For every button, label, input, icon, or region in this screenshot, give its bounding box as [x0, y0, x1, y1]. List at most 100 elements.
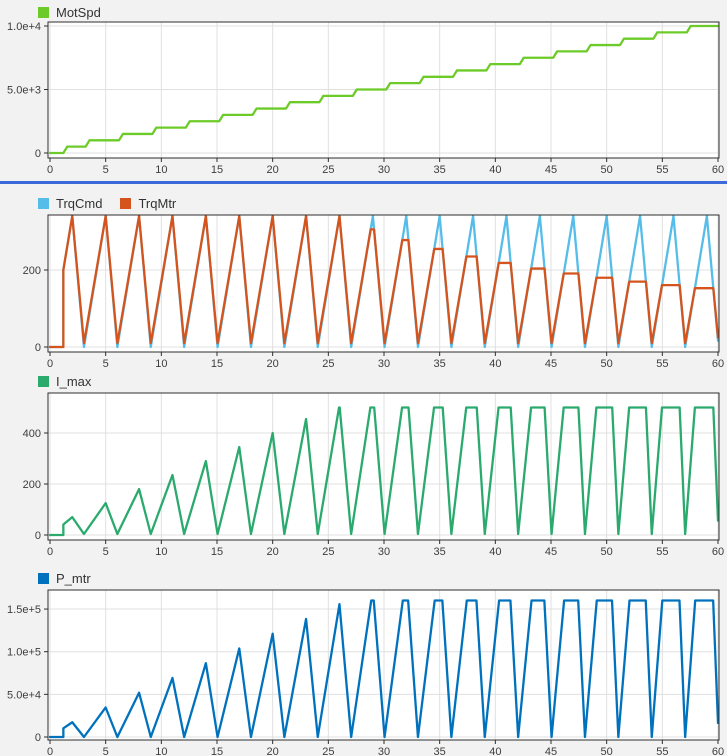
x-tick-label: 5: [103, 358, 109, 368]
x-tick-label: 50: [601, 546, 613, 558]
y-tick-label: 0: [35, 148, 41, 160]
grid: [48, 393, 719, 540]
x-tick-label: 60: [712, 546, 724, 558]
tick-labels: 0 5 10 15 20 25 30 35 40 45 50 55 60 0 5.0e+4 1.0e+5 1.5…: [7, 604, 724, 756]
x-tick-label: 45: [545, 358, 557, 368]
x-tick-label: 30: [378, 746, 390, 756]
x-tick-label: 15: [211, 546, 223, 558]
trqmtr-line: [48, 214, 720, 349]
imax-legend: I_max: [38, 374, 91, 389]
legend-item-imax: I_max: [38, 374, 91, 389]
x-tick-label: 5: [103, 746, 109, 756]
imax-subplot: I_max 0 5 10 15 20 25 30 35 40 45 50 55 60 0 200 400: [0, 368, 727, 560]
x-tick-label: 25: [322, 546, 334, 558]
pmtr-legend-label: P_mtr: [56, 571, 91, 586]
motspd-legend-label: MotSpd: [56, 5, 101, 20]
y-tick-label: 0: [35, 530, 41, 542]
x-tick-label: 5: [103, 164, 109, 176]
trqmtr-color-swatch: [120, 198, 132, 209]
tick-labels: 0 5 10 15 20 25 30 35 40 45 50 55 60 0 5.0e+3 1.0e+4: [7, 21, 724, 176]
x-tick-label: 60: [712, 746, 724, 756]
motspd-legend: MotSpd: [38, 5, 101, 20]
y-tick-label: 0: [35, 342, 41, 354]
x-tick-label: 20: [267, 358, 279, 368]
x-tick-label: 35: [434, 546, 446, 558]
y-tick-label: 5.0e+3: [7, 85, 41, 97]
x-tick-label: 15: [211, 164, 223, 176]
x-tick-label: 55: [656, 546, 668, 558]
x-tick-label: 40: [489, 746, 501, 756]
x-tick-label: 35: [434, 164, 446, 176]
x-tick-label: 50: [601, 164, 613, 176]
x-tick-label: 45: [545, 746, 557, 756]
imax-plot-area[interactable]: 0 5 10 15 20 25 30 35 40 45 50 55 60 0 200 400: [0, 368, 727, 560]
x-tick-label: 40: [489, 546, 501, 558]
x-tick-label: 0: [47, 358, 53, 368]
x-tick-label: 5: [103, 546, 109, 558]
pmtr-subplot: P_mtr 0 5 10 15 20 25 30 35 40 45 50 55 60 0 5.0e+4 1.0…: [0, 560, 727, 756]
x-tick-label: 20: [267, 746, 279, 756]
legend-item-motspd: MotSpd: [38, 5, 101, 20]
y-tick-label: 1.0e+5: [7, 647, 41, 659]
trqcmd-legend-label: TrqCmd: [56, 196, 103, 211]
y-tick-label: 0: [35, 732, 41, 744]
y-tick-label: 200: [23, 265, 41, 277]
x-tick-label: 10: [155, 546, 167, 558]
x-tick-label: 0: [47, 164, 53, 176]
x-tick-label: 55: [656, 358, 668, 368]
x-tick-label: 10: [155, 746, 167, 756]
tick-marks: [44, 608, 719, 744]
torque-legend: TrqCmd TrqMtr: [38, 196, 176, 211]
x-tick-label: 55: [656, 164, 668, 176]
x-tick-label: 0: [47, 746, 53, 756]
x-tick-label: 20: [267, 164, 279, 176]
tick-marks: [44, 25, 719, 162]
motspd-color-swatch: [38, 7, 49, 18]
x-tick-label: 55: [656, 746, 668, 756]
x-tick-label: 10: [155, 164, 167, 176]
pmtr-plot-area[interactable]: 0 5 10 15 20 25 30 35 40 45 50 55 60 0 5.0e+4 1.0e+5 1.5…: [0, 560, 727, 756]
x-tick-label: 30: [378, 546, 390, 558]
legend-item-pmtr: P_mtr: [38, 571, 91, 586]
x-tick-label: 60: [712, 358, 724, 368]
y-tick-label: 400: [23, 428, 41, 440]
i_max-line: [48, 406, 720, 537]
tick-marks: [44, 432, 719, 544]
pmtr-color-swatch: [38, 573, 49, 584]
x-tick-label: 0: [47, 546, 53, 558]
x-tick-label: 35: [434, 358, 446, 368]
x-tick-label: 45: [545, 164, 557, 176]
y-tick-label: 1.0e+4: [7, 21, 41, 33]
x-tick-label: 30: [378, 358, 390, 368]
legend-item-trqmtr: TrqMtr: [120, 196, 176, 211]
x-tick-label: 25: [322, 164, 334, 176]
x-tick-label: 50: [601, 358, 613, 368]
legend-item-trqcmd: TrqCmd: [38, 196, 102, 211]
imax-legend-label: I_max: [56, 374, 92, 389]
x-tick-label: 35: [434, 746, 446, 756]
motspd-subplot: MotSpd 0 5 10 15 20 25 30 35 40 45 50 55 60 0 5.0e+3 1.…: [0, 0, 727, 186]
y-tick-label: 200: [23, 479, 41, 491]
pane-splitter[interactable]: [0, 181, 727, 184]
trqmtr-legend-label: TrqMtr: [138, 196, 177, 211]
p_mtr-line: [48, 599, 720, 739]
x-tick-label: 15: [211, 746, 223, 756]
tick-labels: 0 5 10 15 20 25 30 35 40 45 50 55 60 0 200 400: [23, 428, 724, 558]
torque-plot-area[interactable]: 0 5 10 15 20 25 30 35 40 45 50 55 60 0 200: [0, 189, 727, 368]
tick-labels: 0 5 10 15 20 25 30 35 40 45 50 55 60 0 200: [23, 265, 724, 368]
trqcmd-color-swatch: [38, 198, 49, 209]
motspd-line: [48, 24, 720, 155]
x-tick-label: 25: [322, 358, 334, 368]
x-tick-label: 60: [712, 164, 724, 176]
x-tick-label: 25: [322, 746, 334, 756]
x-tick-label: 15: [211, 358, 223, 368]
x-tick-label: 10: [155, 358, 167, 368]
x-tick-label: 20: [267, 546, 279, 558]
pmtr-legend: P_mtr: [38, 571, 91, 586]
imax-color-swatch: [38, 376, 49, 387]
motspd-plot-area[interactable]: 0 5 10 15 20 25 30 35 40 45 50 55 60 0 5.0e+3 1.0e+4: [0, 0, 727, 186]
x-tick-label: 45: [545, 546, 557, 558]
y-tick-label: 5.0e+4: [7, 689, 41, 701]
tick-marks: [44, 269, 719, 356]
